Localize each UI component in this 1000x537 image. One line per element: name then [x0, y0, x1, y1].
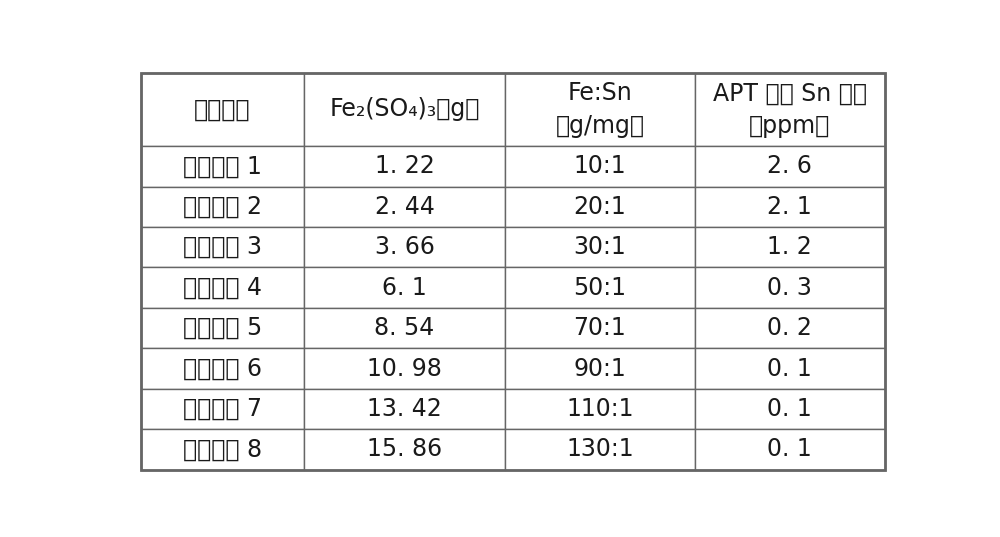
Text: 0. 1: 0. 1 — [767, 357, 812, 381]
Text: 2. 1: 2. 1 — [767, 195, 812, 219]
Bar — [304, 349, 505, 389]
Text: 8. 54: 8. 54 — [374, 316, 435, 340]
Text: 10:1: 10:1 — [574, 154, 626, 178]
Text: 实施方式 2: 实施方式 2 — [183, 195, 262, 219]
Bar — [695, 429, 885, 470]
Text: 实施方式 7: 实施方式 7 — [183, 397, 262, 421]
Bar — [505, 349, 695, 389]
Text: 实施方式: 实施方式 — [194, 97, 251, 121]
Text: Fe:Sn: Fe:Sn — [568, 81, 632, 105]
Text: 90:1: 90:1 — [574, 357, 626, 381]
Bar — [140, 146, 304, 186]
Bar — [304, 429, 505, 470]
Text: 实施方式 4: 实施方式 4 — [183, 275, 262, 300]
Bar — [695, 227, 885, 267]
Text: 6. 1: 6. 1 — [382, 275, 427, 300]
Text: 110:1: 110:1 — [566, 397, 634, 421]
Bar — [505, 267, 695, 308]
Bar — [505, 186, 695, 227]
Text: 1. 22: 1. 22 — [375, 154, 434, 178]
Text: 2. 6: 2. 6 — [767, 154, 812, 178]
Text: 13. 42: 13. 42 — [367, 397, 442, 421]
Bar — [304, 146, 505, 186]
Text: 15. 86: 15. 86 — [367, 438, 442, 461]
Text: （g/mg）: （g/mg） — [555, 114, 644, 137]
Bar — [304, 227, 505, 267]
Text: 30:1: 30:1 — [574, 235, 626, 259]
Bar — [140, 227, 304, 267]
Bar — [505, 308, 695, 349]
Bar — [695, 349, 885, 389]
Bar — [695, 72, 885, 146]
Text: 实施方式 3: 实施方式 3 — [183, 235, 262, 259]
Bar — [505, 72, 695, 146]
Bar — [695, 308, 885, 349]
Bar — [140, 429, 304, 470]
Bar — [304, 389, 505, 429]
Bar — [140, 267, 304, 308]
Bar — [140, 186, 304, 227]
Bar — [695, 389, 885, 429]
Text: 实施方式 8: 实施方式 8 — [183, 438, 262, 461]
Text: （ppm）: （ppm） — [749, 114, 830, 137]
Text: 2. 44: 2. 44 — [375, 195, 435, 219]
Text: 实施方式 1: 实施方式 1 — [183, 154, 262, 178]
Bar — [140, 308, 304, 349]
Bar — [505, 429, 695, 470]
Bar — [304, 308, 505, 349]
Text: 0. 2: 0. 2 — [767, 316, 812, 340]
Text: 实施方式 6: 实施方式 6 — [183, 357, 262, 381]
Bar — [140, 349, 304, 389]
Bar — [505, 227, 695, 267]
Text: 3. 66: 3. 66 — [375, 235, 435, 259]
Bar — [695, 146, 885, 186]
Bar — [140, 389, 304, 429]
Text: 130:1: 130:1 — [566, 438, 634, 461]
Bar — [505, 146, 695, 186]
Text: 10. 98: 10. 98 — [367, 357, 442, 381]
Bar — [695, 186, 885, 227]
Text: 50:1: 50:1 — [573, 275, 626, 300]
Text: 70:1: 70:1 — [574, 316, 626, 340]
Bar — [304, 267, 505, 308]
Text: Fe₂(SO₄)₃（g）: Fe₂(SO₄)₃（g） — [329, 97, 480, 121]
Bar — [304, 186, 505, 227]
Text: 0. 1: 0. 1 — [767, 438, 812, 461]
Text: 0. 1: 0. 1 — [767, 397, 812, 421]
Text: 20:1: 20:1 — [574, 195, 626, 219]
Bar — [140, 72, 304, 146]
Bar — [695, 267, 885, 308]
Text: 实施方式 5: 实施方式 5 — [183, 316, 262, 340]
Bar — [304, 72, 505, 146]
Text: 1. 2: 1. 2 — [767, 235, 812, 259]
Text: APT 中的 Sn 含量: APT 中的 Sn 含量 — [713, 81, 867, 105]
Bar — [505, 389, 695, 429]
Text: 0. 3: 0. 3 — [767, 275, 812, 300]
